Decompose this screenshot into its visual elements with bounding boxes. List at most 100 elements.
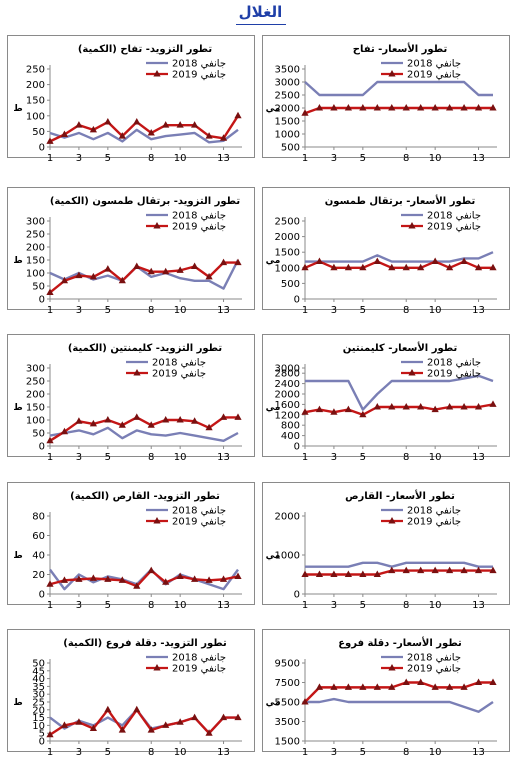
data-point-2019 xyxy=(373,104,381,111)
x-tick-label: 13 xyxy=(472,452,485,463)
data-point-2019 xyxy=(118,726,126,733)
series-line-2019 xyxy=(304,403,494,417)
y-axis-label: مي xyxy=(266,403,281,413)
data-point-2019 xyxy=(301,109,309,116)
data-point-2019 xyxy=(205,729,213,736)
x-tick-label: 13 xyxy=(217,600,230,611)
data-point-2019 xyxy=(417,263,425,271)
legend-label: جانفي 2018 xyxy=(407,653,461,664)
data-point-2019 xyxy=(344,683,352,690)
data-point-2019 xyxy=(75,718,83,725)
x-tick-label: 10 xyxy=(429,305,442,316)
y-tick-label: 10 xyxy=(32,721,45,732)
legend-label: جانفي 2019 xyxy=(152,369,206,380)
chart-title: تطور التزويد- القارص (الكمية) xyxy=(70,491,220,502)
y-tick-label: 40 xyxy=(32,674,45,685)
data-point-2019 xyxy=(205,576,213,583)
data-point-2019 xyxy=(417,104,425,111)
data-point-2019 xyxy=(373,570,381,577)
y-tick-label: 1000 xyxy=(275,130,300,141)
legend-label: جانفي 2019 xyxy=(407,70,461,81)
y-tick-label: 45 xyxy=(32,666,45,677)
series-line-2018 xyxy=(305,561,493,568)
data-point-2019 xyxy=(446,683,454,690)
data-point-2019 xyxy=(460,104,468,111)
series-line-2019 xyxy=(304,681,493,703)
chart-title: تطور الأسعار- دقلة فروع xyxy=(338,636,462,649)
y-tick-label: 100 xyxy=(26,269,45,280)
legend-label: جانفي 2018 xyxy=(172,211,226,222)
y-tick-label: 1000 xyxy=(275,551,300,562)
data-point-2019 xyxy=(89,272,97,280)
x-tick-label: 5 xyxy=(360,747,366,758)
data-point-2019 xyxy=(460,257,468,265)
data-point-2019 xyxy=(359,683,367,690)
data-point-2019 xyxy=(46,436,54,444)
data-point-2019 xyxy=(315,405,324,413)
y-tick-label: 50 xyxy=(32,429,45,440)
data-point-2019 xyxy=(75,121,83,128)
x-tick-label: 3 xyxy=(76,153,82,164)
x-tick-label: 1 xyxy=(302,452,308,463)
data-point-2019 xyxy=(191,713,199,721)
y-tick-label: 300 xyxy=(26,364,45,375)
x-tick-label: 8 xyxy=(148,305,154,316)
panel-supply-dates: تطور التزويد- القارص (الكمية) 0 20 40 60 80 1 3… xyxy=(7,482,255,611)
x-tick-label: 13 xyxy=(217,305,230,316)
legend-marker xyxy=(153,517,161,524)
data-point-2019 xyxy=(460,683,468,690)
data-point-2019 xyxy=(373,257,381,265)
data-point-2019 xyxy=(344,104,352,111)
data-point-2019 xyxy=(191,417,199,424)
page-title: الغلال xyxy=(238,3,283,21)
x-tick-label: 8 xyxy=(403,452,409,463)
data-point-2019 xyxy=(104,416,112,423)
legend-marker xyxy=(408,369,416,376)
panel-price-dates-deglet: تطور الأسعار- دقلة فروع 1500 3500 5500 7500 9… xyxy=(262,629,510,758)
data-point-2019 xyxy=(133,413,141,420)
data-point-2019 xyxy=(133,118,141,125)
series-line-2018 xyxy=(305,697,494,713)
data-point-2019 xyxy=(89,724,97,732)
data-point-2019 xyxy=(219,258,228,266)
data-point-2019 xyxy=(315,683,324,690)
data-point-2019 xyxy=(388,263,396,271)
data-point-2019 xyxy=(176,718,184,725)
data-point-2019 xyxy=(431,683,439,690)
x-tick-label: 8 xyxy=(403,747,409,758)
y-tick-label: 40 xyxy=(32,551,45,562)
legend-marker xyxy=(153,664,161,671)
x-tick-label: 3 xyxy=(76,305,82,316)
data-point-2019 xyxy=(359,263,367,271)
x-tick-label: 5 xyxy=(105,747,111,758)
data-point-2019 xyxy=(75,271,83,279)
data-point-2019 xyxy=(489,678,497,685)
y-tick-label: 150 xyxy=(26,96,45,107)
y-tick-label: 15 xyxy=(32,713,45,724)
x-tick-label: 1 xyxy=(47,600,53,611)
x-tick-label: 13 xyxy=(217,153,230,164)
data-point-2019 xyxy=(60,427,69,435)
y-tick-label: 35 xyxy=(32,682,45,693)
y-tick-label: 60 xyxy=(32,531,45,542)
legend-label: جانفي 2018 xyxy=(172,59,226,70)
x-tick-label: 10 xyxy=(174,600,187,611)
chart-title: تطور الأسعار- كليمنتين xyxy=(343,341,458,354)
chart-title: تطور التزويد- برتقال طمسون (الكمية) xyxy=(50,196,241,207)
y-tick-label: 2800 xyxy=(275,369,300,380)
data-point-2019 xyxy=(301,263,309,271)
data-point-2019 xyxy=(359,570,367,577)
y-tick-label: 0 xyxy=(294,295,300,306)
x-tick-label: 8 xyxy=(403,153,409,164)
y-axis-label: ط xyxy=(13,403,22,413)
y-tick-label: 30 xyxy=(32,690,45,701)
data-point-2019 xyxy=(118,132,126,139)
x-tick-label: 1 xyxy=(302,153,308,164)
data-point-2019 xyxy=(60,576,69,583)
data-point-2019 xyxy=(219,575,228,582)
x-tick-label: 1 xyxy=(47,452,53,463)
y-tick-label: 2000 xyxy=(275,232,300,243)
data-point-2019 xyxy=(417,678,425,685)
y-tick-label: 3000 xyxy=(275,364,300,375)
data-point-2019 xyxy=(162,267,170,275)
